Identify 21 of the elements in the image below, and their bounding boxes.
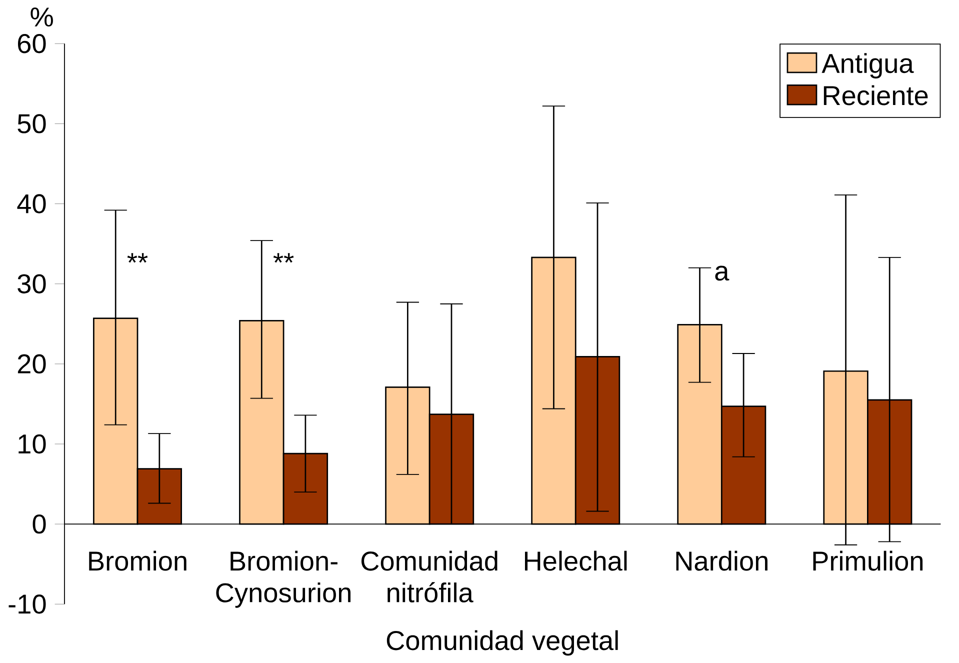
- y-tick-label: 0: [32, 514, 46, 534]
- y-tick-label: -10: [8, 594, 46, 614]
- y-tick-label: 40: [17, 194, 46, 214]
- x-tick-label: Bromion-Cynosurion: [216, 550, 350, 608]
- legend-label: Reciente: [824, 85, 928, 106]
- x-tick-label: Comunidad nitrófila: [361, 550, 498, 602]
- x-tick-label: Primulion: [813, 550, 923, 571]
- annotation: **: [127, 253, 148, 263]
- annotation: **: [273, 253, 294, 263]
- y-axis-title: %: [30, 7, 53, 26]
- x-tick-label: Helechal: [524, 550, 627, 571]
- y-tick-label: 20: [18, 354, 46, 374]
- y-tick-label: 30: [18, 274, 46, 294]
- x-axis-title: Comunidad vegetal: [386, 630, 618, 656]
- legend-label: Antigua: [822, 53, 914, 78]
- y-tick-label: 50: [18, 114, 46, 134]
- y-tick-label: 10: [18, 434, 46, 454]
- annotation: a: [715, 266, 730, 281]
- y-tick-label: 60: [18, 34, 46, 54]
- x-tick-label: Bromion: [89, 550, 186, 571]
- x-tick-label: Nardion: [676, 550, 768, 571]
